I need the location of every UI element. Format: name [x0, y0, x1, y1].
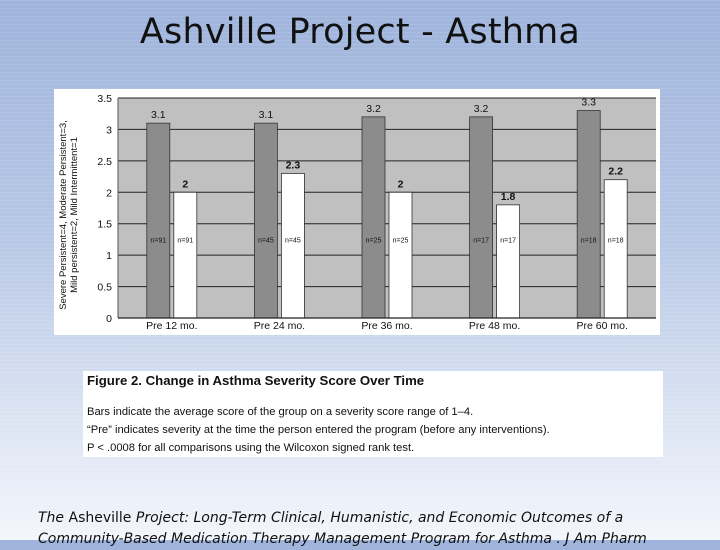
caption-note: Bars indicate the average score of the g…	[87, 406, 474, 418]
n-label: n=45	[258, 238, 274, 245]
caption-note: P < .0008 for all comparisons using the …	[87, 442, 415, 454]
data-label: 2.3	[286, 159, 301, 171]
data-label: 3.1	[151, 109, 166, 121]
y-tick-label: 2.5	[97, 156, 112, 168]
n-label: n=45	[285, 238, 301, 245]
y-tick-label: 1.5	[97, 219, 112, 231]
data-label: 3.2	[474, 103, 489, 115]
n-label: n=25	[393, 238, 409, 245]
y-tick-label: 0.5	[97, 282, 112, 294]
figure-title: Figure 2. Change in Asthma Severity Scor…	[87, 373, 425, 388]
data-label: 2	[182, 178, 188, 190]
x-tick-label: Pre 12 mo.	[146, 320, 197, 332]
bar	[469, 116, 494, 319]
slide-title: Ashville Project - Asthma	[139, 12, 581, 52]
bars	[146, 110, 628, 319]
figure-caption: Figure 2. Change in Asthma Severity Scor…	[83, 371, 663, 457]
data-label: 3.3	[581, 97, 596, 109]
data-label: 2	[398, 178, 404, 190]
bar	[173, 191, 198, 319]
n-label: n=18	[581, 238, 597, 245]
n-label: n=17	[473, 238, 489, 245]
x-tick-label: Pre 60 mo.	[577, 320, 628, 332]
x-tick-label: Pre 24 mo.	[254, 320, 305, 332]
x-tick-label: Pre 36 mo.	[361, 320, 412, 332]
bar	[253, 122, 278, 319]
bar	[496, 204, 521, 319]
n-label: n=25	[366, 238, 382, 245]
bar	[280, 173, 305, 319]
citation: The Asheville Project: Long-Term Clinica…	[38, 508, 698, 550]
citation-line-1: The Asheville Project: Long-Term Clinica…	[38, 508, 698, 529]
plot-background	[118, 98, 656, 318]
y-tick-label: 3	[106, 124, 112, 136]
data-label: 3.2	[366, 103, 381, 115]
chart-panel: 3.1 n=91 2 n=91 3.1 n=45 2.3 n=45 3.2 n=25 2 n=25 3.…	[54, 89, 660, 335]
bar	[603, 179, 628, 319]
y-tick-label: 0	[106, 313, 112, 325]
bar	[388, 191, 413, 319]
citation-prefix: The	[38, 510, 65, 526]
n-label: n=91	[177, 238, 193, 245]
caption-note: “Pre” indicates severity at the time the…	[87, 424, 550, 436]
y-axis-label: Severe Persistent=4, Moderate Persistent…	[58, 120, 69, 310]
bar	[361, 116, 386, 319]
grid-lines	[118, 97, 656, 288]
y-axis-label: Mild persistent=2, Mild Intermittent=1	[69, 137, 80, 293]
data-label: 3.1	[259, 109, 274, 121]
n-label: n=17	[500, 238, 516, 245]
n-label: n=18	[608, 238, 624, 245]
axes: 0 0.5 1 1.5 2 2.5 3 3.5 Pre 12 mo. Pre 24 mo. Pre …	[97, 93, 656, 332]
y-tick-label: 3.5	[97, 93, 112, 105]
y-tick-label: 2	[106, 187, 112, 199]
data-labels: 3.1 n=91 2 n=91 3.1 n=45 2.3 n=45 3.2 n=25 2 n=25 3.…	[150, 97, 623, 245]
citation-source: Asheville	[68, 510, 132, 526]
n-label: n=91	[150, 238, 166, 245]
bar	[576, 110, 601, 319]
bar	[146, 122, 171, 319]
data-label: 1.8	[501, 191, 516, 203]
plot-area	[118, 98, 656, 318]
y-tick-label: 1	[106, 250, 112, 262]
data-label: 2.2	[608, 166, 623, 178]
x-tick-label: Pre 48 mo.	[469, 320, 520, 332]
citation-title: Project: Long-Term Clinical, Humanistic,…	[135, 510, 624, 526]
bar-chart: 3.1 n=91 2 n=91 3.1 n=45 2.3 n=45 3.2 n=25 2 n=25 3.…	[58, 93, 656, 332]
